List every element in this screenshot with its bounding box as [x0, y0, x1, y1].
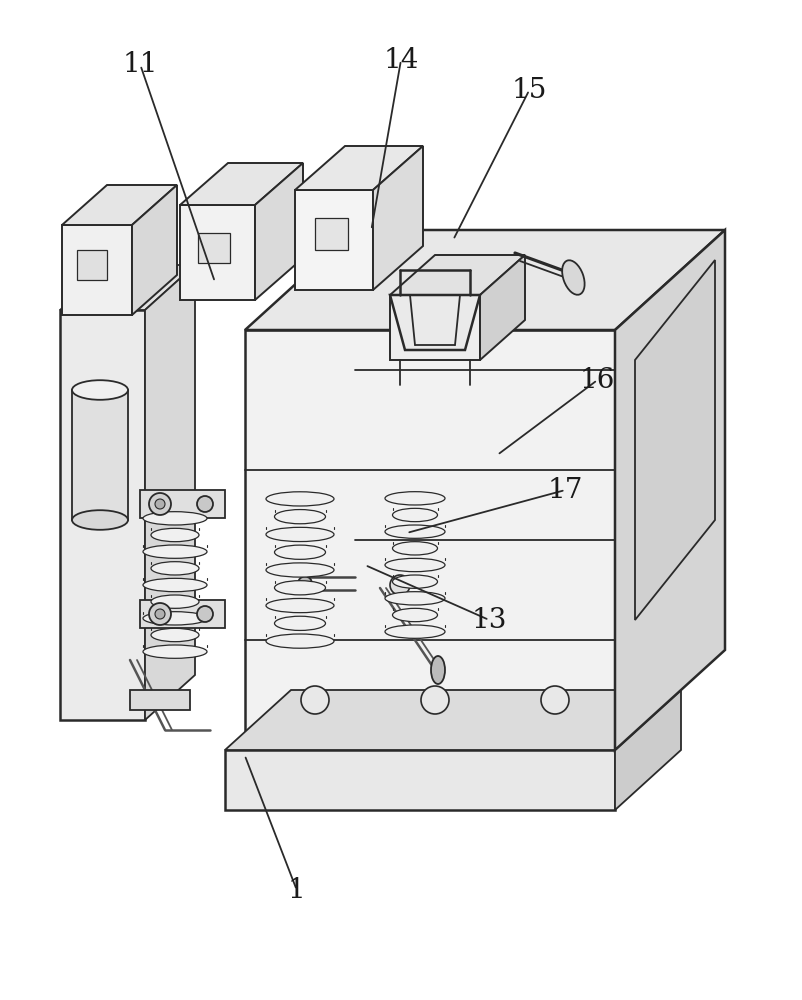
Ellipse shape [392, 575, 438, 588]
Bar [60, 310, 145, 720]
Polygon shape [60, 265, 195, 310]
Bar [77, 250, 107, 280]
Ellipse shape [274, 545, 326, 559]
Bar [180, 205, 255, 300]
Ellipse shape [266, 634, 334, 648]
Ellipse shape [385, 525, 445, 538]
Circle shape [155, 609, 165, 619]
Ellipse shape [385, 558, 445, 572]
Circle shape [301, 686, 329, 714]
Ellipse shape [298, 576, 312, 590]
Ellipse shape [274, 581, 326, 595]
Ellipse shape [72, 380, 128, 400]
Ellipse shape [266, 563, 334, 577]
Circle shape [421, 686, 449, 714]
Circle shape [149, 603, 171, 625]
Polygon shape [390, 255, 525, 295]
Bar [225, 750, 615, 810]
Circle shape [149, 493, 171, 515]
Polygon shape [255, 163, 303, 300]
Polygon shape [245, 230, 725, 330]
Polygon shape [615, 230, 725, 750]
Circle shape [390, 575, 410, 595]
Ellipse shape [143, 512, 207, 525]
Ellipse shape [266, 492, 334, 506]
Ellipse shape [143, 645, 207, 658]
Text: 1: 1 [288, 876, 306, 904]
Bar [62, 225, 132, 315]
Ellipse shape [266, 598, 334, 613]
Polygon shape [615, 690, 681, 810]
Ellipse shape [392, 608, 438, 622]
Circle shape [197, 496, 213, 512]
Bar [140, 600, 225, 628]
Text: 11: 11 [123, 51, 158, 79]
Bar [245, 330, 615, 750]
Ellipse shape [431, 656, 445, 684]
Ellipse shape [266, 527, 334, 542]
Circle shape [197, 606, 213, 622]
Ellipse shape [385, 592, 445, 605]
Polygon shape [62, 185, 177, 225]
Polygon shape [132, 185, 177, 315]
Polygon shape [390, 295, 480, 350]
Polygon shape [295, 146, 423, 190]
Ellipse shape [385, 492, 445, 505]
Ellipse shape [151, 628, 199, 642]
Bar [140, 490, 225, 518]
Circle shape [659, 439, 691, 471]
Ellipse shape [72, 510, 128, 530]
Polygon shape [145, 265, 195, 720]
Text: 15: 15 [512, 77, 547, 104]
Ellipse shape [274, 510, 326, 524]
Polygon shape [225, 690, 681, 750]
Bar [295, 190, 373, 290]
Ellipse shape [143, 545, 207, 558]
Bar [130, 690, 190, 710]
Ellipse shape [385, 625, 445, 638]
Polygon shape [480, 255, 525, 360]
Bar [72, 390, 128, 520]
Polygon shape [635, 260, 715, 620]
Circle shape [667, 447, 683, 463]
Text: 16: 16 [580, 366, 615, 393]
Text: 13: 13 [472, 606, 507, 634]
Ellipse shape [274, 616, 326, 630]
Text: 14: 14 [383, 46, 419, 74]
Ellipse shape [392, 542, 438, 555]
Polygon shape [373, 146, 423, 290]
Ellipse shape [151, 562, 199, 575]
Ellipse shape [392, 508, 438, 522]
Bar [198, 233, 230, 263]
Circle shape [155, 499, 165, 509]
Ellipse shape [143, 578, 207, 592]
Bar [390, 295, 480, 360]
Ellipse shape [143, 612, 207, 625]
Ellipse shape [151, 528, 199, 542]
Ellipse shape [151, 595, 199, 608]
Ellipse shape [562, 260, 585, 295]
Bar [315, 218, 348, 250]
Text: 17: 17 [548, 477, 583, 504]
Circle shape [541, 686, 569, 714]
Polygon shape [180, 163, 303, 205]
